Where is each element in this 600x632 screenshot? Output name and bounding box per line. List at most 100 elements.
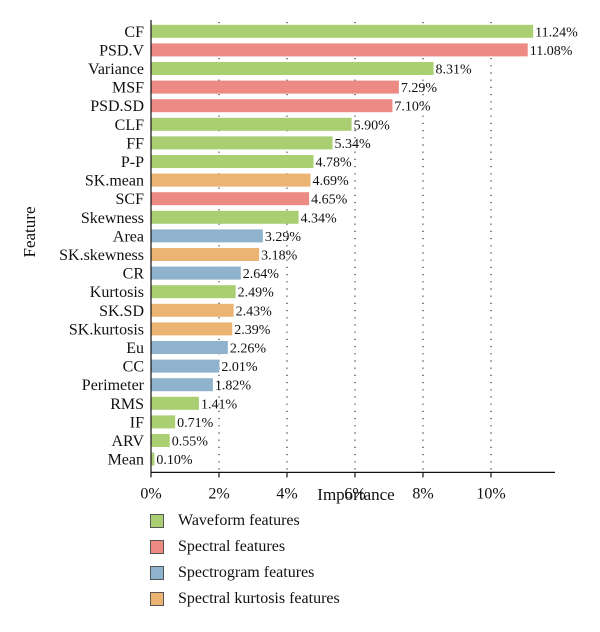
x-tick-label-4: 8% — [412, 485, 433, 502]
bar-variance — [151, 62, 434, 75]
value-label-p-p: 4.78% — [316, 156, 353, 171]
y-tick-label-sk-kurtosis: SK.kurtosis — [69, 321, 144, 338]
bar-sk-sd — [151, 303, 234, 317]
bar-arv — [151, 434, 170, 447]
value-label-area: 3.29% — [265, 230, 302, 245]
x-tick-label-0: 0% — [140, 485, 161, 502]
bar-rms — [151, 396, 199, 410]
y-tick-label-p-p: P-P — [121, 154, 144, 171]
value-label-psd-v: 11.08% — [530, 44, 573, 59]
value-label-scf: 4.65% — [311, 193, 348, 208]
legend: Waveform features Spectral features Spectr… — [150, 508, 340, 612]
value-label-cc: 2.01% — [221, 360, 258, 375]
value-labels-group: 11.24% 11.08% 8.31% 7.29% 7.10%5.90% 5.34% 4.7… — [156, 25, 578, 468]
x-axis-label: Importance — [317, 485, 394, 504]
bar-cr — [151, 266, 241, 280]
value-label-sk-skewness: 3.18% — [261, 249, 298, 264]
value-label-perimeter: 1.82% — [215, 379, 252, 394]
value-label-cr: 2.64% — [243, 267, 280, 282]
bar-area — [151, 229, 263, 243]
y-tick-label-area: Area — [113, 228, 144, 245]
bar-mean — [151, 452, 155, 466]
bar-skewness — [151, 210, 299, 224]
y-tick-label-ff: FF — [126, 135, 144, 152]
grid-lines — [218, 22, 492, 473]
value-label-sk-kurtosis: 2.39% — [234, 323, 271, 338]
y-tick-label-sk-skewness: SK.skewness — [59, 247, 144, 264]
y-tick-label-arv: ARV — [112, 433, 145, 450]
value-label-mean: 0.10% — [156, 453, 193, 468]
bar-psd-sd — [151, 99, 393, 113]
y-tick-label-skewness: Skewness — [81, 210, 144, 227]
legend-label-spectral: Spectral features — [178, 538, 286, 555]
legend-item-spectral: Spectral features — [150, 534, 340, 560]
bar-sk-kurtosis — [151, 322, 233, 336]
y-tick-label-psd-v: PSD.V — [99, 42, 144, 59]
value-label-rms: 1.41% — [201, 397, 238, 412]
value-label-kurtosis: 2.49% — [238, 286, 275, 301]
value-label-cf: 11.24% — [535, 25, 578, 40]
bar-p-p — [151, 155, 314, 168]
bars-group — [151, 24, 534, 466]
legend-item-kurtosis: Spectral kurtosis features — [150, 586, 340, 612]
legend-item-waveform: Waveform features — [150, 508, 340, 534]
bar-sk-skewness — [151, 248, 260, 261]
value-label-arv: 0.55% — [172, 435, 209, 450]
y-tick-label-sk-sd: SK.SD — [99, 303, 144, 320]
bar-msf — [151, 80, 399, 94]
y-axis-label: Feature — [20, 207, 39, 258]
value-label-variance: 8.31% — [436, 63, 473, 78]
legend-label-waveform: Waveform features — [178, 512, 300, 529]
value-label-sk-mean: 4.69% — [312, 174, 349, 189]
value-label-if: 0.71% — [177, 416, 214, 431]
x-tick-label-2: 4% — [276, 485, 297, 502]
legend-swatch-waveform — [150, 514, 164, 528]
value-label-msf: 7.29% — [401, 81, 438, 96]
value-label-eu: 2.26% — [230, 342, 267, 357]
x-ticks-group: 0% 2% 4% 6% 8% 10% — [140, 472, 506, 502]
bar-clf — [151, 117, 352, 131]
y-tick-label-cc: CC — [123, 359, 144, 376]
value-label-sk-sd: 2.43% — [236, 304, 273, 319]
y-tick-label-kurtosis: Kurtosis — [90, 284, 144, 301]
bar-sk-mean — [151, 173, 311, 187]
legend-swatch-kurtosis — [150, 592, 164, 606]
legend-swatch-spectrogram — [150, 566, 164, 580]
legend-label-spectrogram: Spectrogram features — [178, 564, 315, 581]
bar-cc — [151, 359, 220, 373]
bar-if — [151, 415, 176, 429]
y-tick-label-mean: Mean — [108, 452, 144, 469]
legend-swatch-spectral — [150, 540, 164, 554]
value-label-psd-sd: 7.10% — [394, 100, 431, 115]
y-tick-label-psd-sd: PSD.SD — [90, 98, 144, 115]
legend-label-kurtosis: Spectral kurtosis features — [178, 590, 340, 607]
value-label-skewness: 4.34% — [301, 211, 338, 226]
x-tick-label-3: 6% — [344, 485, 365, 502]
y-tick-label-cf: CF — [124, 24, 144, 41]
y-tick-label-clf: CLF — [115, 117, 144, 134]
y-tick-label-sk-mean: SK.mean — [85, 173, 144, 190]
value-label-clf: 5.90% — [354, 118, 391, 133]
bar-ff — [151, 136, 333, 150]
y-tick-label-if: IF — [130, 414, 144, 431]
x-tick-label-5: 10% — [476, 485, 505, 502]
y-tick-label-scf: SCF — [116, 191, 145, 208]
y-tick-label-perimeter: Perimeter — [82, 377, 145, 394]
bar-psd-v — [151, 43, 528, 57]
bar-scf — [151, 192, 310, 206]
bar-perimeter — [151, 378, 213, 392]
bar-eu — [151, 341, 228, 354]
bar-cf — [151, 24, 534, 38]
y-tick-label-variance: Variance — [88, 61, 144, 78]
legend-item-spectrogram: Spectrogram features — [150, 560, 340, 586]
value-label-ff: 5.34% — [335, 137, 372, 152]
y-tick-label-cr: CR — [123, 266, 145, 283]
axes-group — [150, 20, 555, 473]
y-tick-labels-group: CFPSD.VVarianceMSFPSD.SDCLFFFP-PSK.meanS… — [59, 24, 145, 469]
y-tick-label-eu: Eu — [126, 340, 144, 357]
bar-kurtosis — [151, 285, 236, 299]
x-tick-label-1: 2% — [208, 485, 229, 502]
y-tick-label-rms: RMS — [110, 396, 144, 413]
y-tick-label-msf: MSF — [112, 80, 144, 97]
